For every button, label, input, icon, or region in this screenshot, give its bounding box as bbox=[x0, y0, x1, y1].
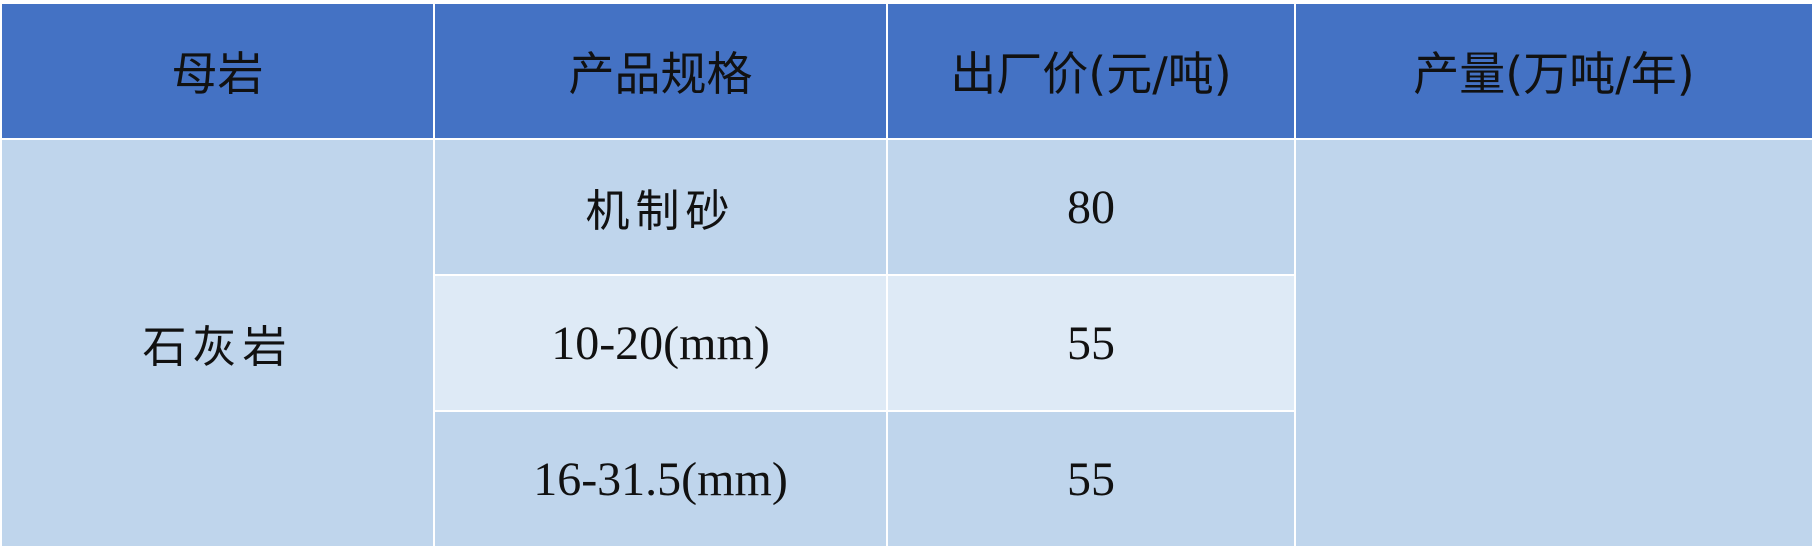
header-output: 产量(万吨/年) bbox=[1294, 2, 1812, 140]
output-cell bbox=[1294, 138, 1812, 548]
header-spec: 产品规格 bbox=[433, 2, 888, 140]
rock-cell: 石灰岩 bbox=[0, 138, 435, 548]
spec-cell: 16-31.5(mm) bbox=[433, 410, 888, 548]
spec-cell: 10-20(mm) bbox=[433, 274, 888, 412]
table-row: 10-20(mm) 55 bbox=[1, 274, 1812, 412]
spec-cell: 机制砂 bbox=[433, 138, 888, 276]
header-row: 母岩 产品规格 出厂价(元/吨) 产量(万吨/年) bbox=[0, 2, 1812, 140]
header-rock: 母岩 bbox=[0, 2, 435, 140]
header-price: 出厂价(元/吨) bbox=[886, 2, 1296, 140]
table-row: 石灰岩 机制砂 80 bbox=[0, 138, 1812, 548]
price-cell: 55 bbox=[886, 274, 1296, 412]
price-cell: 55 bbox=[886, 410, 1296, 548]
price-cell: 80 bbox=[886, 138, 1296, 276]
